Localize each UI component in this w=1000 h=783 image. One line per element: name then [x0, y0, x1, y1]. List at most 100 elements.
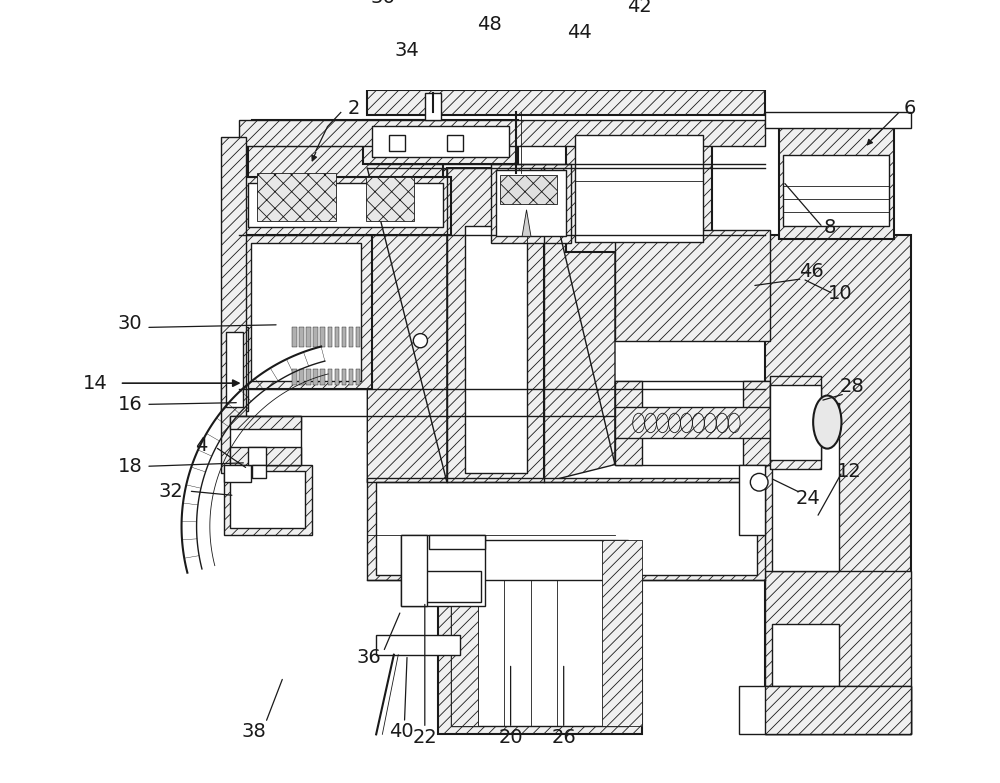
Bar — [743, 381, 770, 464]
Bar — [320, 369, 325, 385]
Bar — [313, 369, 318, 385]
Bar — [230, 471, 305, 529]
Bar — [356, 369, 360, 385]
Bar — [248, 146, 443, 177]
Circle shape — [413, 334, 427, 348]
Bar — [230, 416, 301, 464]
Text: 10: 10 — [828, 284, 853, 303]
Text: 42: 42 — [627, 0, 652, 16]
Bar — [299, 369, 304, 385]
Text: 32: 32 — [159, 482, 183, 500]
Bar — [739, 686, 911, 734]
Text: 22: 22 — [412, 727, 437, 746]
Text: 4: 4 — [195, 435, 207, 455]
Bar — [465, 226, 527, 474]
Bar — [320, 327, 325, 347]
Bar — [575, 135, 703, 242]
Bar — [425, 93, 441, 120]
Bar — [389, 135, 405, 150]
Bar — [356, 327, 360, 347]
Bar — [770, 376, 821, 469]
Text: 8: 8 — [824, 218, 836, 237]
Text: 12: 12 — [837, 462, 862, 481]
Bar — [447, 168, 544, 482]
Bar — [405, 571, 481, 601]
Bar — [292, 369, 297, 385]
Bar — [226, 332, 243, 407]
Text: 48: 48 — [477, 15, 502, 34]
Text: 36: 36 — [371, 0, 396, 7]
Bar — [615, 381, 642, 464]
Bar — [615, 407, 770, 438]
Bar — [252, 120, 434, 146]
Bar — [349, 369, 353, 385]
Bar — [772, 434, 839, 571]
Bar — [367, 90, 765, 115]
Bar — [615, 381, 770, 464]
Bar — [257, 172, 336, 222]
Bar — [224, 464, 312, 536]
Bar — [342, 369, 346, 385]
Bar — [313, 327, 318, 347]
Bar — [783, 155, 889, 226]
Bar — [342, 327, 346, 347]
Bar — [772, 624, 839, 726]
Text: 26: 26 — [551, 727, 576, 746]
Bar — [772, 402, 839, 434]
Bar — [335, 327, 339, 347]
Bar — [221, 137, 246, 474]
Text: 16: 16 — [118, 395, 143, 414]
Bar — [401, 536, 485, 606]
Bar — [306, 327, 311, 347]
Bar — [615, 230, 770, 341]
Bar — [770, 385, 821, 460]
Bar — [335, 369, 339, 385]
Bar — [349, 327, 353, 347]
Bar — [252, 464, 266, 478]
Polygon shape — [367, 168, 447, 482]
Text: 46: 46 — [799, 262, 824, 281]
Bar — [451, 539, 628, 726]
Bar — [447, 135, 463, 150]
Bar — [401, 536, 427, 606]
Bar — [230, 447, 301, 464]
Bar — [765, 235, 911, 734]
Polygon shape — [544, 168, 615, 482]
Text: 40: 40 — [389, 722, 413, 742]
Bar — [239, 235, 372, 389]
Bar — [328, 327, 332, 347]
Bar — [239, 177, 451, 235]
Bar — [230, 416, 301, 429]
Text: 34: 34 — [395, 41, 419, 60]
Bar — [224, 464, 251, 482]
Text: 30: 30 — [118, 313, 143, 333]
Bar — [566, 124, 712, 252]
Bar — [328, 369, 332, 385]
Bar — [251, 244, 361, 381]
Text: 38: 38 — [242, 722, 266, 742]
Bar — [779, 128, 894, 239]
Text: 2: 2 — [348, 99, 360, 117]
Bar — [438, 531, 642, 734]
Bar — [496, 170, 566, 236]
Text: 6: 6 — [903, 99, 916, 118]
Text: 36: 36 — [357, 648, 381, 667]
Bar — [367, 478, 765, 579]
Bar — [500, 175, 557, 204]
Circle shape — [750, 474, 768, 491]
Bar — [363, 120, 518, 164]
Bar — [239, 120, 765, 146]
Bar — [376, 635, 460, 655]
Bar — [602, 539, 642, 726]
Bar — [306, 369, 311, 385]
Bar — [248, 183, 443, 228]
Bar — [765, 686, 911, 734]
Text: 28: 28 — [840, 377, 864, 396]
Bar — [491, 164, 571, 244]
Polygon shape — [522, 210, 531, 236]
Bar — [451, 539, 478, 726]
Bar — [221, 327, 248, 411]
Bar — [429, 536, 485, 549]
Text: 14: 14 — [82, 373, 107, 392]
Text: 18: 18 — [118, 456, 143, 476]
